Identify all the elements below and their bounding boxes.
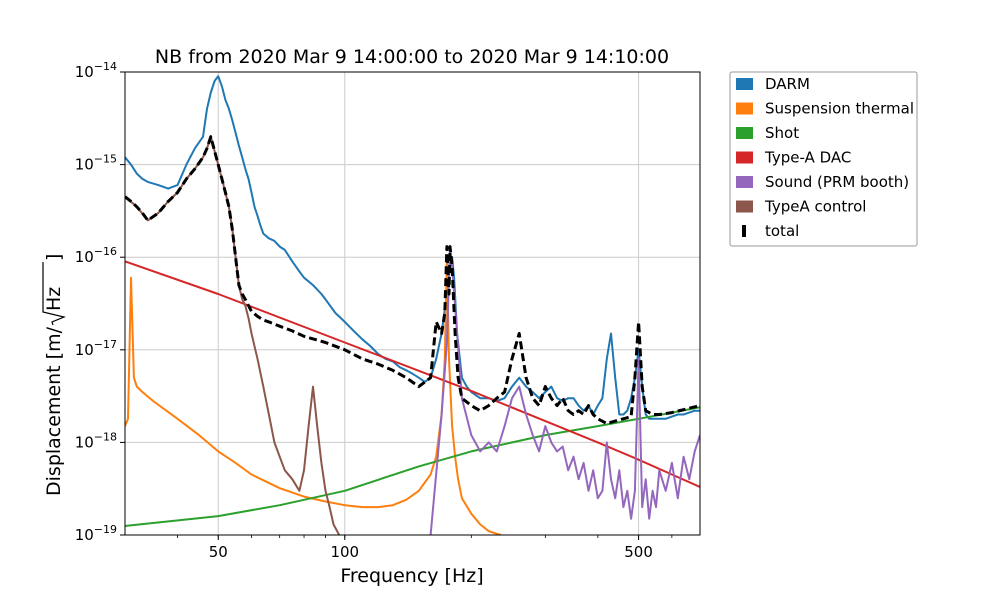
legend-swatch [736, 127, 753, 139]
y-tick-label: 10−16 [75, 245, 117, 266]
legend-label: DARM [765, 75, 810, 93]
plot-background [125, 72, 700, 535]
series-line-total [125, 135, 700, 425]
y-tick-label: 10−14 [75, 60, 117, 81]
legend-label: total [765, 222, 799, 240]
x-tick-label: 50 [209, 543, 228, 561]
legend-label: Sound (PRM booth) [765, 173, 909, 191]
legend-swatch [742, 225, 746, 237]
x-axis-label: Frequency [Hz] [340, 565, 483, 587]
chart-title: NB from 2020 Mar 9 14:00:00 to 2020 Mar … [155, 46, 669, 68]
legend-swatch [736, 176, 753, 188]
legend: DARM Suspension thermal Shot Type-A DAC Soun… [729, 71, 918, 247]
plot-frame [124, 71, 701, 536]
y-tick-label: 10−17 [75, 338, 117, 359]
y-axis-label: Displacement [m/ Hz ] [42, 254, 66, 496]
legend-swatch [736, 200, 753, 213]
series-line-suspension-thermal [125, 256, 502, 535]
y-tick-label: 10−19 [75, 523, 117, 544]
legend-label: Suspension thermal [765, 100, 914, 118]
y-axis-label-sqrt: Hz [43, 287, 65, 311]
y-tick-label: 10−18 [75, 430, 117, 451]
legend-frame [729, 71, 918, 247]
y-tick-label: 10−15 [75, 153, 117, 174]
legend-swatch [736, 102, 753, 115]
y-axis-sqrt-sign [42, 262, 66, 326]
series-line-shot [125, 406, 700, 527]
grid-layer [125, 72, 700, 535]
series-line-sound-prm-booth [429, 245, 700, 535]
x-tick-label: 500 [624, 543, 653, 561]
legend-label: Type-A DAC [764, 149, 851, 167]
legend-swatch [736, 151, 753, 164]
legend-label: TypeA control [764, 198, 866, 216]
y-axis-label-main: Displacement [m/ [43, 326, 65, 496]
series-layer [125, 75, 700, 535]
x-tick-label: 100 [330, 543, 359, 561]
tick-layer: 50 100 500 10−19 10−18 10−17 10−16 10−15 10−14 [75, 60, 673, 561]
series-line-darm [125, 75, 700, 420]
legend-swatch [736, 78, 753, 90]
y-axis-label-close: ] [43, 254, 65, 261]
series-line-type-a-dac [125, 260, 700, 488]
legend-label: Shot [765, 124, 799, 142]
